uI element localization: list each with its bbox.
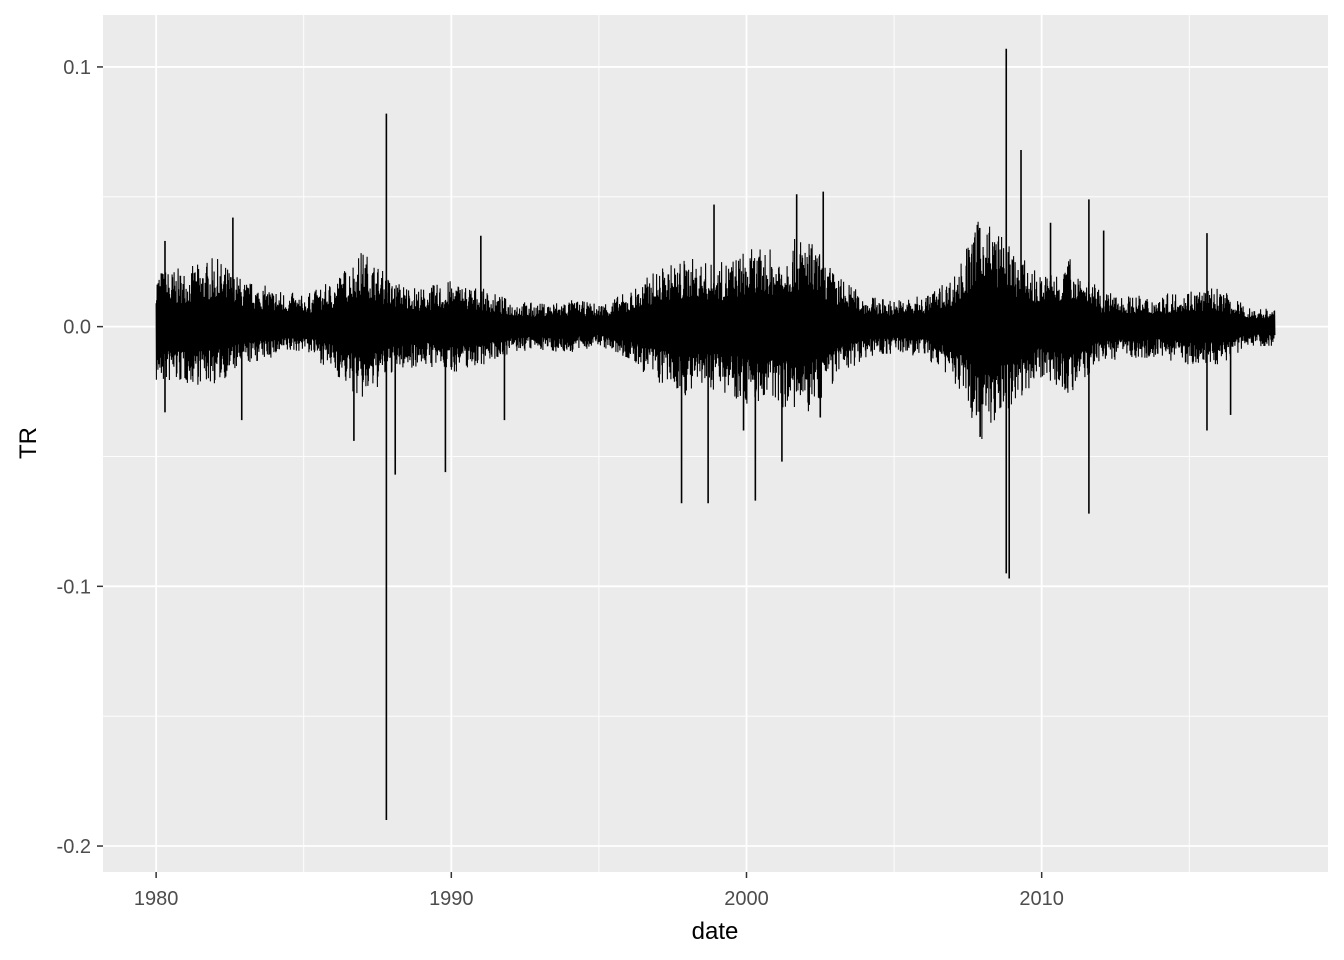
plot-panel [103, 15, 1328, 872]
x-tick-label: 1980 [134, 888, 179, 910]
x-axis-title: date [692, 918, 739, 945]
y-tick-label: 0.1 [63, 57, 91, 79]
axes: 1980 1990 2000 2010 0.1 0.0 -0.1 -0.2 [57, 57, 1064, 910]
series-line [155, 48, 1276, 821]
y-tick-label: 0.0 [63, 317, 91, 339]
x-tick-label: 2010 [1019, 888, 1064, 910]
x-tick-label: 2000 [724, 888, 769, 910]
x-tick-label: 1990 [429, 888, 474, 910]
y-tick-label: -0.2 [57, 836, 91, 858]
y-axis-title: TR [15, 427, 42, 459]
y-tick-label: -0.1 [57, 576, 91, 598]
